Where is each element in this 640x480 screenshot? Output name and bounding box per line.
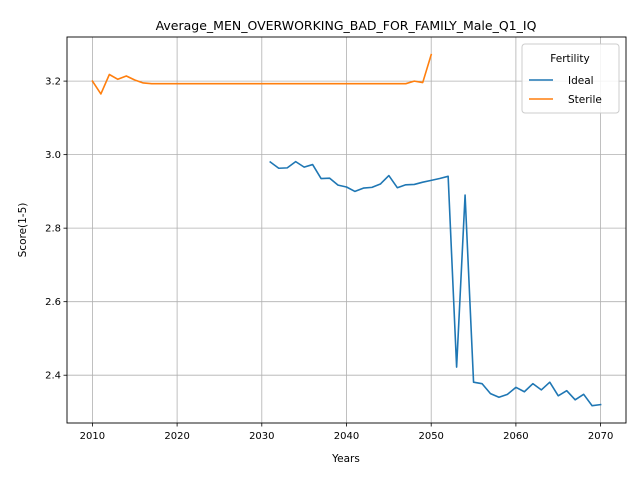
x-axis-label: Years — [331, 453, 360, 465]
series-layer — [91, 53, 602, 407]
y-tick-label: 2.8 — [45, 224, 61, 235]
y-axis-label: Score(1-5) — [17, 203, 29, 258]
x-axis: 2010 2020 2030 2040 2050 2060 2070 — [80, 423, 613, 442]
grid — [67, 37, 626, 423]
legend-label-ideal: Ideal — [568, 75, 594, 87]
y-axis: 2.4 2.6 2.8 3.0 3.2 — [45, 77, 67, 382]
x-tick-label: 2040 — [334, 431, 359, 442]
legend-label-sterile: Sterile — [568, 94, 602, 106]
legend-box — [521, 43, 620, 114]
x-tick-label: 2060 — [503, 431, 528, 442]
y-tick-label: 3.0 — [45, 150, 61, 161]
x-tick-label: 2050 — [418, 431, 443, 442]
x-tick-label: 2020 — [164, 431, 189, 442]
y-tick-label: 2.6 — [45, 297, 61, 308]
legend: Fertility Ideal Sterile — [521, 43, 620, 114]
y-tick-label: 3.2 — [45, 77, 61, 88]
series-line-sterile — [91, 53, 433, 95]
series-line-ideal — [269, 160, 602, 407]
x-tick-label: 2070 — [588, 431, 613, 442]
y-tick-label: 2.4 — [45, 371, 61, 382]
x-tick-label: 2030 — [249, 431, 274, 442]
x-tick-label: 2010 — [80, 431, 105, 442]
legend-title: Fertility — [550, 53, 589, 65]
chart-title: Average_MEN_OVERWORKING_BAD_FOR_FAMILY_M… — [156, 18, 537, 33]
